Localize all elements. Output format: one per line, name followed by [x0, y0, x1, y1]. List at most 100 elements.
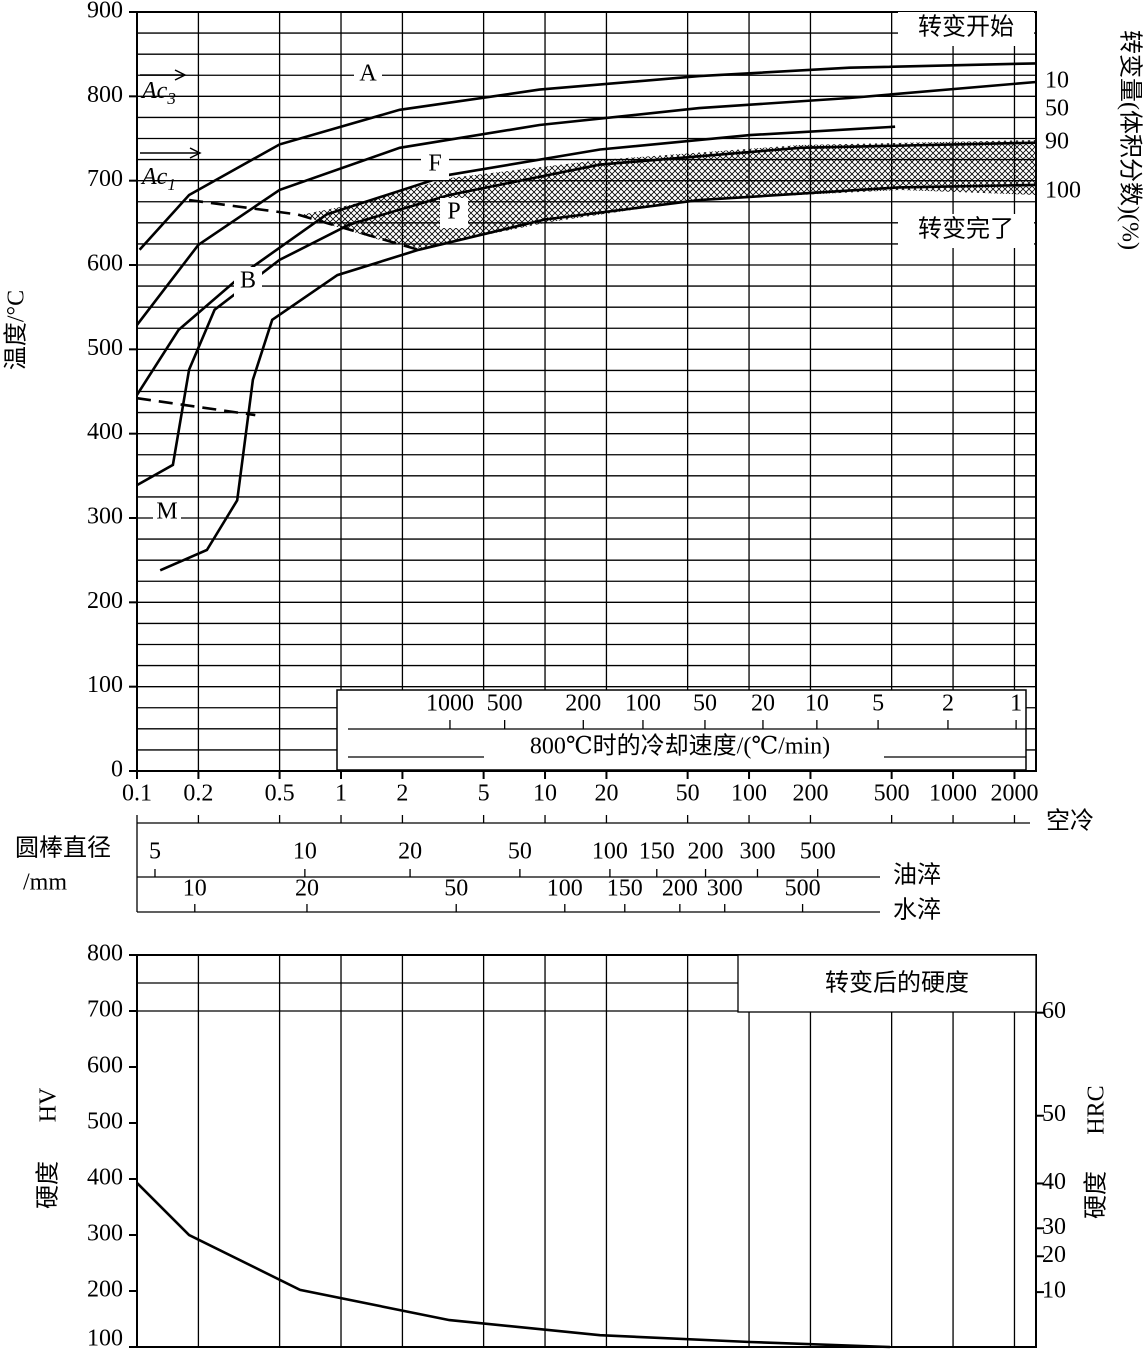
water-label: 水淬 — [893, 897, 941, 924]
ac-arrows — [140, 69, 202, 159]
ac-text: Ac — [140, 78, 168, 104]
y-tick-label: 0 — [111, 757, 123, 783]
ac-sub: 1 — [167, 175, 176, 194]
rate-tick-label: 2 — [942, 691, 954, 717]
x-tick-label: 0.1 — [122, 781, 152, 807]
rate-title-bg — [484, 735, 884, 761]
y-tick-label: 800 — [87, 941, 123, 967]
cct-chart: 0 100 200 300 400 500 600 700 800 900 0.1 0.2 0.5 1 2 5… — [87, 0, 1066, 1352]
rate-tick-label: 5 — [872, 691, 884, 717]
rate-tick-label: 200 — [565, 691, 601, 717]
rate-tick-label: 50 — [693, 691, 717, 717]
y-tick-label: 400 — [87, 1165, 123, 1191]
hardness-title: 转变后的硬度 — [825, 970, 969, 997]
curve-label: A — [359, 61, 377, 87]
start-label: 转变开始 — [918, 14, 1014, 41]
curve — [136, 396, 256, 417]
oil-tick-label: 500 — [800, 839, 836, 865]
ac3-label: Ac3 — [140, 78, 176, 108]
y2-tick-label: 30 — [1042, 1214, 1066, 1240]
y-tick-label: 700 — [87, 997, 123, 1023]
y-tick-label: 800 — [87, 82, 123, 108]
amount-label: 90 — [1045, 129, 1069, 155]
oil-tick-label: 100 — [592, 839, 628, 865]
amount-label: 10 — [1045, 68, 1069, 94]
y-tick-label: 700 — [87, 166, 123, 192]
water-tick-label: 500 — [785, 876, 821, 902]
curve-label-bg — [153, 498, 181, 528]
x-tick-label: 50 — [676, 781, 700, 807]
y-tick-label: 900 — [87, 0, 123, 24]
curve-label: B — [240, 268, 256, 294]
oil-label: 油淬 — [893, 862, 941, 889]
rate-tick-label: 1000 — [426, 691, 474, 717]
water-tick-label: 20 — [295, 876, 319, 902]
oil-tick-label: 5 — [149, 839, 161, 865]
hv-label: 硬度 — [35, 1161, 62, 1209]
rate-tick-label: 1 — [1010, 691, 1022, 717]
y2-tick-label: 20 — [1042, 1242, 1066, 1268]
y-tick-label: 500 — [87, 335, 123, 361]
water-tick-label: 10 — [183, 876, 207, 902]
curve-label: F — [428, 151, 441, 177]
curve — [135, 80, 1037, 326]
oil-tick-label: 150 — [639, 839, 675, 865]
oil-tick-label: 50 — [508, 839, 532, 865]
water-tick-label: 150 — [607, 876, 643, 902]
x-tick-label: 200 — [792, 781, 828, 807]
y-tick-label: 300 — [87, 504, 123, 530]
air-label: 空冷 — [1046, 808, 1094, 835]
label-bg — [898, 214, 1034, 248]
curve-label-bg — [234, 267, 262, 297]
y2-tick-label: 60 — [1042, 998, 1066, 1024]
y-tick-label: 200 — [87, 588, 123, 614]
amount-title: 转变量(体积分数)(%) — [1116, 30, 1143, 250]
y-tick-label: 100 — [87, 672, 123, 698]
amount-label: 100 — [1045, 178, 1081, 204]
y-tick-label: 600 — [87, 251, 123, 277]
curve-label-bg — [421, 150, 449, 180]
water-tick-label: 100 — [547, 876, 583, 902]
curve-label-bg — [440, 198, 468, 228]
hrc-label: 硬度 — [1083, 1171, 1110, 1219]
diameter-unit: /mm — [23, 870, 67, 896]
y2-tick-label: 10 — [1042, 1278, 1066, 1304]
x-tick-label: 2000 — [990, 781, 1038, 807]
curve — [138, 62, 1037, 251]
curve — [136, 1181, 890, 1349]
y-tick-label: 400 — [87, 419, 123, 445]
y2-tick-label: 50 — [1042, 1101, 1066, 1127]
y-tick-label: 500 — [87, 1109, 123, 1135]
curve-label: M — [156, 499, 177, 525]
water-tick-label: 300 — [707, 876, 743, 902]
rate-tick-label: 100 — [625, 691, 661, 717]
oil-tick-label: 10 — [293, 839, 317, 865]
end-label: 转变完了 — [918, 216, 1014, 243]
rate-tick-label: 500 — [487, 691, 523, 717]
hrc-unit: HRC — [1084, 1085, 1110, 1134]
amount-label: 50 — [1045, 96, 1069, 122]
hv-unit: HV — [36, 1087, 62, 1122]
curve-label: P — [447, 199, 460, 225]
oil-tick-label: 20 — [398, 839, 422, 865]
hardness-box — [737, 954, 1037, 1013]
label-bg — [898, 12, 1034, 46]
x-tick-label: 0.2 — [183, 781, 213, 807]
oil-tick-label: 200 — [688, 839, 724, 865]
y-tick-label: 300 — [87, 1221, 123, 1247]
pearlite-hatch — [300, 140, 1036, 248]
x-tick-label: 2 — [396, 781, 408, 807]
x-tick-label: 1000 — [929, 781, 977, 807]
curve — [136, 141, 1037, 487]
water-tick-label: 200 — [662, 876, 698, 902]
ac1-label: Ac1 — [140, 164, 176, 194]
curve — [159, 183, 1037, 572]
x-tick-label: 500 — [874, 781, 910, 807]
x-tick-label: 100 — [731, 781, 767, 807]
x-tick-label: 5 — [478, 781, 490, 807]
ac-sub: 3 — [166, 89, 176, 108]
y-tick-label: 200 — [87, 1277, 123, 1303]
overlay: 800℃时的冷却速度/(℃/min) 转变开始 转变完了 转变量(体积分数)(%… — [3, 12, 1143, 1349]
curve — [135, 125, 896, 396]
